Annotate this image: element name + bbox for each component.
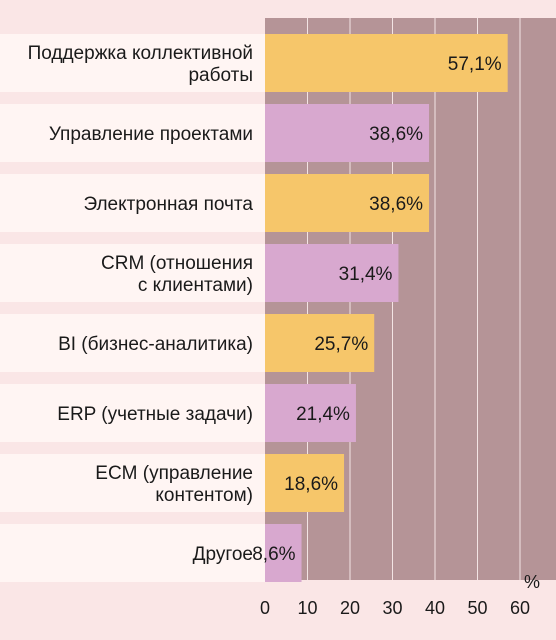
value-label: 25,7%	[314, 334, 368, 355]
label-band	[0, 104, 265, 162]
x-axis-ticks: 0 10 20 30 40 50 60	[260, 598, 530, 618]
category-label-line: Управление проектами	[49, 124, 253, 145]
x-tick-label: 60	[510, 598, 530, 618]
value-labels: 57,1% 38,6% 38,6% 31,4% 25,7% 21,4% 18,6% 8,6%	[252, 54, 502, 565]
label-bands	[0, 34, 265, 582]
bar	[265, 314, 375, 372]
value-label: 21,4%	[296, 404, 350, 425]
x-tick-label: 40	[425, 598, 445, 618]
bars	[265, 34, 508, 582]
x-tick-label: 50	[467, 598, 487, 618]
category-label-line: с клиентами)	[138, 275, 253, 296]
x-tick-label: 10	[297, 598, 317, 618]
category-label-line: Электронная почта	[83, 194, 253, 215]
bar	[265, 454, 345, 512]
label-band	[0, 384, 265, 442]
bar	[265, 104, 430, 162]
category-label: ERP (учетные задачи)	[57, 404, 253, 425]
label-band	[0, 314, 265, 372]
category-label-line: Поддержка коллективной	[28, 43, 253, 64]
label-band	[0, 454, 265, 512]
category-label-line: работы	[188, 65, 253, 86]
bar	[265, 174, 430, 232]
category-label-line: BI (бизнес-аналитика)	[58, 334, 253, 355]
axis-unit-label: %	[524, 572, 540, 592]
value-label: 18,6%	[284, 474, 338, 495]
label-band	[0, 524, 265, 582]
category-label: BI (бизнес-аналитика)	[58, 334, 253, 355]
category-labels: Поддержка коллективной работы Управление п…	[28, 43, 254, 565]
bar	[265, 384, 356, 442]
x-tick-label: 0	[260, 598, 270, 618]
x-tick-label: 30	[382, 598, 402, 618]
x-tick-label: 20	[340, 598, 360, 618]
label-band	[0, 174, 265, 232]
category-label-line: CRM (отношения	[101, 253, 253, 274]
category-label: Управление проектами	[49, 124, 253, 145]
label-band	[0, 244, 265, 302]
category-label: Поддержка коллективной работы	[28, 43, 253, 86]
bar	[265, 524, 302, 582]
value-label: 38,6%	[369, 194, 423, 215]
category-label-line: контентом)	[155, 485, 253, 506]
bar	[265, 34, 508, 92]
category-label: ECM (управление контентом)	[95, 463, 253, 506]
value-label: 31,4%	[339, 264, 393, 285]
category-label: Другое	[193, 544, 253, 565]
bar	[265, 244, 399, 302]
category-label-line: ECM (управление	[95, 463, 253, 484]
category-label: CRM (отношения с клиентами)	[101, 253, 253, 296]
label-band	[0, 34, 265, 92]
value-label: 57,1%	[448, 54, 502, 75]
category-label-line: Другое	[193, 544, 253, 565]
value-label: 8,6%	[252, 544, 295, 565]
category-label-line: ERP (учетные задачи)	[57, 404, 253, 425]
value-label: 38,6%	[369, 124, 423, 145]
category-label: Электронная почта	[83, 194, 253, 215]
